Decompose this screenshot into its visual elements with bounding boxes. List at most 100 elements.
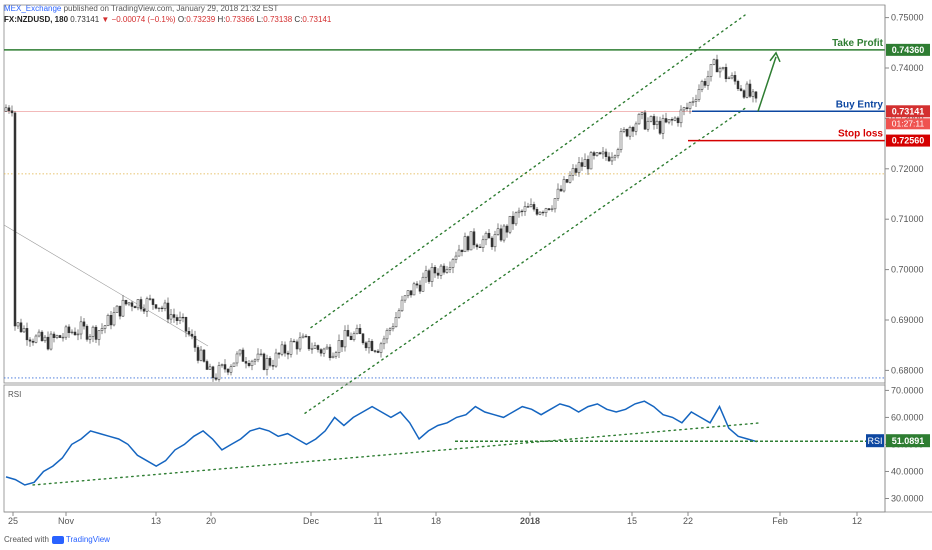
- tradingview-brand[interactable]: TradingView: [65, 535, 110, 544]
- candle-up: [334, 352, 338, 357]
- candle-up: [382, 338, 386, 345]
- stop-loss-label: Stop loss: [838, 129, 883, 140]
- current-price-tag: [886, 105, 930, 118]
- candle-down: [346, 330, 350, 337]
- candle-up: [121, 299, 125, 317]
- candle-down: [724, 67, 728, 80]
- x-tick-label: 20: [206, 516, 216, 526]
- candle-down: [241, 349, 245, 362]
- candle-up: [556, 188, 560, 199]
- candle-up: [508, 215, 512, 233]
- rsi-value-tag: [886, 434, 930, 448]
- price-y-tick-label: 0.74000: [891, 63, 924, 73]
- candle-down: [283, 344, 287, 354]
- candle-up: [649, 116, 653, 122]
- candle-up: [322, 348, 326, 354]
- rsi-name-tag: [866, 434, 884, 448]
- candle-up: [697, 89, 701, 100]
- candle-up: [208, 366, 212, 370]
- candle-down: [460, 249, 464, 253]
- candle-up: [637, 113, 641, 125]
- candle-up: [385, 330, 389, 340]
- rsi-pane-frame: [3, 384, 886, 513]
- candle-up: [718, 68, 722, 73]
- candle-up: [217, 365, 221, 380]
- price-y-tick-label: 0.70000: [891, 265, 924, 275]
- candle-down: [436, 272, 440, 276]
- price-pane[interactable]: 0.750000.740000.730000.720000.710000.700…: [3, 4, 930, 414]
- candle-down: [505, 225, 509, 233]
- low-value: 0.73138: [263, 15, 293, 24]
- rsi-title: RSI: [8, 390, 21, 399]
- candle-up: [694, 99, 698, 102]
- candle-up: [622, 128, 626, 132]
- candle-up: [355, 327, 359, 334]
- candle-up: [484, 232, 488, 241]
- candle-up: [406, 290, 410, 297]
- candle-down: [73, 331, 77, 336]
- candle-down: [364, 342, 368, 349]
- candle-down: [427, 270, 431, 282]
- candle-down: [742, 90, 746, 98]
- candle-up: [163, 302, 167, 309]
- candle-down: [733, 75, 737, 82]
- candle-down: [154, 304, 158, 309]
- candle-down: [715, 59, 719, 73]
- open-label: O:: [177, 15, 187, 24]
- candle-up: [79, 321, 83, 335]
- candle-down: [754, 91, 758, 99]
- candle-down: [316, 345, 320, 350]
- candle-up: [55, 335, 59, 339]
- candle-up: [88, 336, 92, 340]
- candle-down: [244, 361, 248, 364]
- candle-up: [352, 333, 356, 340]
- candle-up: [229, 366, 233, 373]
- candle-up: [169, 314, 173, 320]
- candle-up: [667, 119, 671, 123]
- publisher-link[interactable]: MEX_Exchange: [4, 4, 62, 13]
- candle-up: [220, 364, 224, 366]
- candle-down: [205, 361, 209, 370]
- candle-down: [547, 208, 551, 210]
- candle-up: [400, 299, 404, 312]
- candle-up: [538, 211, 542, 215]
- projection-arrow-line: [757, 56, 777, 112]
- candle-up: [517, 210, 521, 214]
- candle-up: [502, 225, 506, 241]
- candle-up: [4, 107, 8, 112]
- candle-down: [487, 232, 491, 239]
- take-profit-price-tag: [886, 43, 930, 56]
- candle-down: [193, 335, 197, 348]
- take-profit-label: Take Profit: [832, 38, 884, 49]
- candle-up: [523, 206, 527, 212]
- stop-loss-price-label: 0.72560: [892, 136, 925, 146]
- candle-down: [184, 316, 188, 332]
- candle-down: [373, 350, 377, 352]
- candle-up: [514, 212, 518, 225]
- candle-down: [7, 107, 11, 112]
- candle-up: [550, 208, 554, 210]
- candle-down: [226, 368, 230, 373]
- rsi-y-tick-label: 60.0000: [891, 412, 924, 422]
- footer: Created with TradingView: [0, 530, 932, 550]
- candle-up: [448, 267, 452, 270]
- candle-down: [148, 298, 152, 300]
- candle-up: [589, 152, 593, 170]
- candle-up: [232, 362, 236, 367]
- candle-up: [403, 295, 407, 301]
- candle-down: [328, 346, 332, 359]
- ohlc-line: FX:NZDUSD, 180 0.73141 ▼ −0.00074 (−0.1%…: [4, 14, 932, 25]
- candle-up: [379, 343, 383, 353]
- candle-up: [616, 149, 620, 157]
- candle-down: [535, 208, 539, 215]
- candle-up: [610, 156, 614, 162]
- rsi-pane[interactable]: 70.000060.000050.000040.000030.0000RSIRS…: [3, 384, 930, 513]
- candle-down: [58, 335, 62, 338]
- candle-up: [601, 151, 605, 155]
- candle-down: [247, 363, 251, 366]
- x-tick-label: 11: [373, 516, 382, 526]
- candle-up: [313, 345, 317, 349]
- candle-up: [661, 118, 665, 134]
- candle-up: [22, 328, 26, 333]
